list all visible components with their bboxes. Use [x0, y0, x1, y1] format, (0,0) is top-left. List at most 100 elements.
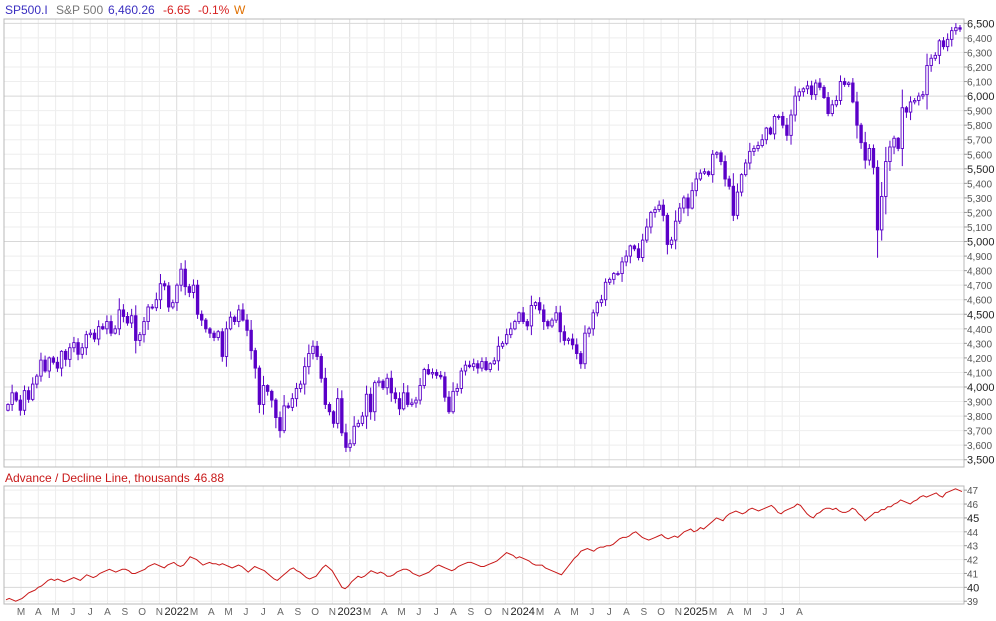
candle: [101, 323, 105, 331]
candle: [434, 369, 439, 379]
candle-body-down: [896, 137, 900, 149]
candle: [430, 368, 435, 379]
candle-body-up: [307, 353, 311, 368]
candle-body-up: [682, 197, 686, 209]
candle: [368, 387, 373, 420]
candle: [698, 169, 703, 182]
candle: [113, 325, 117, 335]
price-tick-label: 5,400: [967, 179, 992, 190]
candle-body-up: [113, 328, 117, 334]
candle-body-up: [830, 104, 834, 114]
candle: [286, 402, 290, 409]
candle-body-down: [274, 399, 278, 418]
candle: [653, 206, 657, 218]
candle: [781, 111, 785, 129]
candle-body-down: [546, 321, 550, 327]
adl-tick-label: 46: [967, 500, 979, 511]
candle-body-up: [789, 114, 793, 136]
candle-body-down: [871, 148, 876, 168]
candle: [744, 159, 748, 177]
candle-body-up: [298, 383, 303, 389]
candle: [608, 277, 612, 285]
candle-body-up: [678, 207, 682, 222]
month-tick-label: J: [261, 607, 266, 618]
candle-body-up: [933, 54, 937, 59]
candle: [665, 212, 670, 255]
candle-body-up: [171, 302, 175, 308]
candle: [385, 373, 389, 395]
candle: [150, 303, 154, 310]
month-tick-label: A: [35, 607, 42, 618]
candle-body-down: [212, 332, 216, 338]
candle: [690, 182, 694, 210]
candle: [401, 383, 406, 411]
candle-body-up: [566, 338, 571, 341]
candle: [513, 319, 517, 331]
candle: [661, 199, 665, 222]
candle: [282, 395, 286, 434]
candle-body-down: [727, 178, 731, 187]
candle: [562, 325, 567, 346]
candle: [636, 243, 641, 261]
candle-body-down: [558, 312, 562, 333]
candle: [146, 304, 150, 330]
candle: [80, 343, 84, 359]
candle: [35, 373, 39, 389]
candle-body-up: [455, 388, 459, 392]
candle: [484, 357, 488, 372]
candle: [735, 183, 740, 220]
price-tick-label: 4,900: [967, 252, 992, 263]
candle-body-down: [43, 359, 47, 372]
candle-body-up: [31, 383, 35, 400]
year-tick-label: 2025: [683, 606, 707, 618]
candle-body-up: [105, 321, 109, 330]
candle-body-up: [385, 377, 389, 389]
candle: [187, 283, 192, 298]
month-tick-label: A: [796, 607, 803, 618]
candle-body-up: [39, 359, 43, 377]
candle: [51, 355, 56, 365]
adl-tick-label: 42: [967, 556, 979, 567]
period-label: W: [234, 3, 246, 17]
index-name-label: S&P 500: [56, 3, 103, 17]
month-tick-label: M: [570, 607, 578, 618]
candle-body-up: [649, 212, 653, 228]
candle: [529, 295, 534, 336]
candle-body-up: [533, 302, 538, 306]
candle-body-down: [278, 417, 282, 432]
candle-body-down: [855, 101, 859, 126]
candle-body-up: [628, 245, 632, 257]
candle-body-up: [888, 146, 892, 162]
price-tick-label: 6,400: [967, 34, 992, 45]
change-pct-label: -0.1%: [198, 3, 230, 17]
candle: [323, 367, 328, 410]
month-tick-label: J: [589, 607, 594, 618]
candle-body-up: [146, 306, 150, 322]
candle-body-up: [504, 334, 509, 344]
candle-body-up: [954, 27, 958, 32]
price-tick-label: 5,800: [967, 121, 992, 132]
candle-body-up: [311, 345, 315, 354]
candle: [937, 39, 942, 65]
candle: [290, 393, 295, 412]
candle-body-down: [826, 97, 830, 114]
symbol-label: SP500.I: [5, 3, 48, 17]
candle-body-down: [570, 338, 575, 346]
candle: [566, 337, 571, 345]
candle-body-down: [26, 390, 31, 400]
candle: [298, 380, 303, 393]
candle-body-down: [134, 315, 138, 341]
candle: [809, 80, 814, 100]
month-tick-label: A: [554, 607, 561, 618]
candle-body-up: [496, 345, 501, 362]
candle-body-up: [500, 342, 505, 347]
candle-body-up: [529, 305, 534, 327]
candle: [336, 388, 340, 429]
month-tick-label: S: [121, 607, 128, 618]
candle-body-down: [55, 361, 60, 369]
candle-body-up: [47, 357, 51, 372]
candle: [278, 411, 282, 438]
candle: [55, 356, 60, 372]
price-tick-label: 4,100: [967, 368, 992, 379]
month-tick-label: J: [607, 607, 612, 618]
